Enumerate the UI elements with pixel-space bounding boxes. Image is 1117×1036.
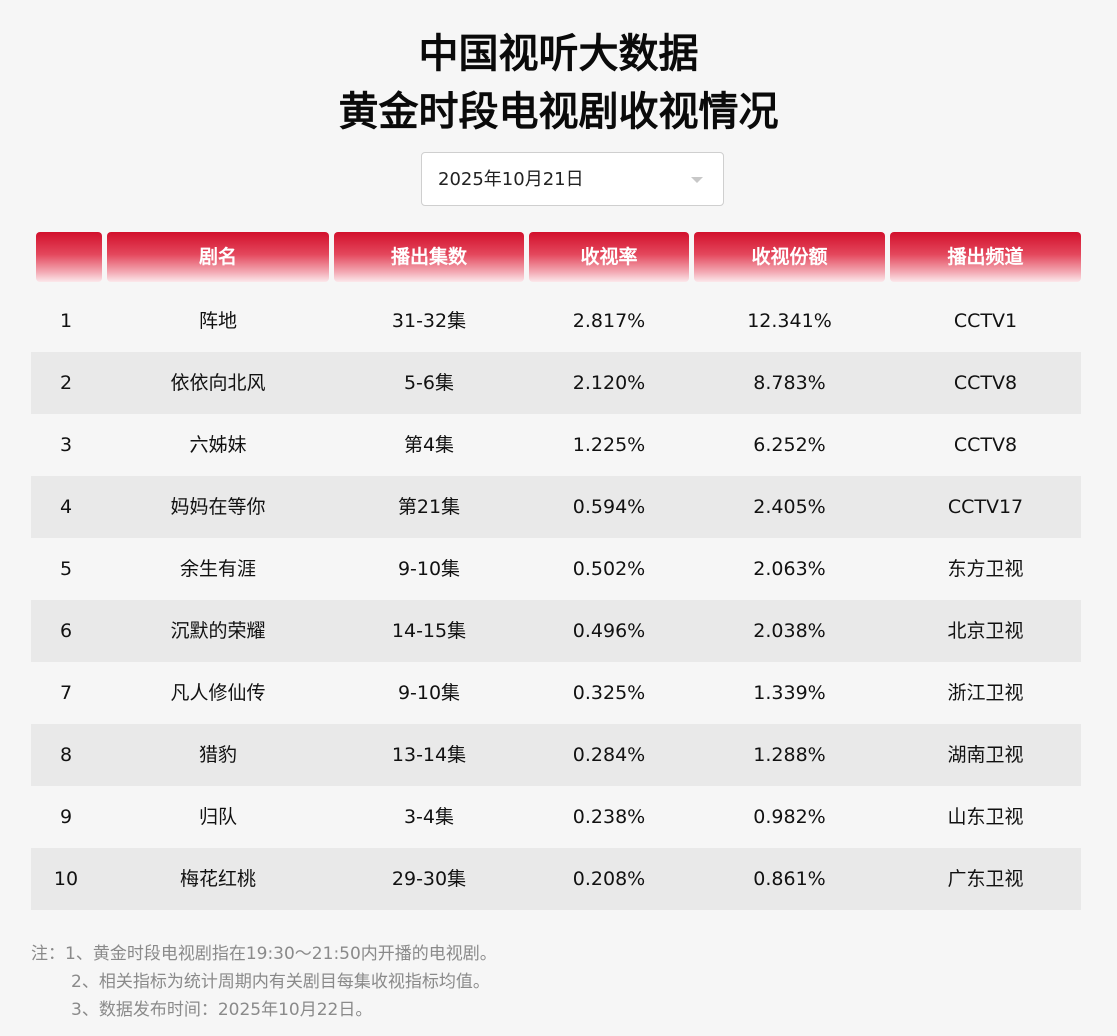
cell-episodes: 13-14集 xyxy=(391,744,467,766)
footnote-3: 3、数据发布时间：2025年10月22日。 xyxy=(71,1000,373,1020)
cell-share: 12.341% xyxy=(747,310,832,332)
table-row: 3 六姊妹 第4集 1.225% 6.252% CCTV8 xyxy=(31,414,1081,476)
table-row: 5 余生有涯 9-10集 0.502% 2.063% 东方卫视 xyxy=(31,538,1081,600)
cell-channel: 湖南卫视 xyxy=(947,744,1024,766)
cell-drama-name: 余生有涯 xyxy=(179,558,256,580)
cell-rank: 3 xyxy=(59,434,73,456)
table-header-row: 剧名 播出集数 收视率 收视份额 播出频道 xyxy=(31,232,1081,284)
table-row: 9 归队 3-4集 0.238% 0.982% 山东卫视 xyxy=(31,786,1081,848)
cell-share: 2.038% xyxy=(753,620,826,642)
table-row: 1 阵地 31-32集 2.817% 12.341% CCTV1 xyxy=(31,290,1081,352)
table-row: 2 依依向北风 5-6集 2.120% 8.783% CCTV8 xyxy=(31,352,1081,414)
cell-share: 0.982% xyxy=(753,806,826,828)
footnotes: 注：1、黄金时段电视剧指在19:30～21:50内开播的电视剧。 2、相关指标为… xyxy=(31,940,497,1024)
cell-rating: 0.284% xyxy=(572,744,646,766)
cell-rating: 0.325% xyxy=(572,682,646,704)
cell-episodes: 29-30集 xyxy=(391,868,467,890)
page-title: 中国视听大数据 xyxy=(418,31,699,77)
table-row: 4 妈妈在等你 第21集 0.594% 2.405% CCTV17 xyxy=(31,476,1081,538)
cell-episodes: 9-10集 xyxy=(397,682,461,704)
cell-drama-name: 妈妈在等你 xyxy=(170,496,266,518)
cell-channel: CCTV17 xyxy=(947,496,1024,518)
cell-channel: 浙江卫视 xyxy=(947,682,1024,704)
cell-rating: 0.238% xyxy=(572,806,646,828)
cell-drama-name: 猎豹 xyxy=(198,744,237,766)
cell-share: 2.063% xyxy=(753,558,826,580)
cell-episodes: 9-10集 xyxy=(397,558,461,580)
table-body: 1 阵地 31-32集 2.817% 12.341% CCTV1 2 依依向北风 5-6集 2.1… xyxy=(31,290,1081,910)
cell-share: 1.339% xyxy=(753,682,826,704)
cell-drama-name: 梅花红桃 xyxy=(179,868,256,890)
cell-episodes: 14-15集 xyxy=(391,620,467,642)
cell-drama-name: 沉默的荣耀 xyxy=(170,620,266,642)
cell-rank: 9 xyxy=(59,806,73,828)
page-subtitle: 黄金时段电视剧收视情况 xyxy=(338,89,779,135)
date-select[interactable]: 2025年10月21日 xyxy=(421,152,724,206)
cell-drama-name: 归队 xyxy=(198,806,237,828)
cell-channel: 东方卫视 xyxy=(947,558,1024,580)
cell-share: 2.405% xyxy=(753,496,826,518)
cell-channel: 北京卫视 xyxy=(947,620,1024,642)
date-select-value: 2025年10月21日 xyxy=(438,169,584,190)
cell-episodes: 3-4集 xyxy=(403,806,455,828)
cell-channel: 广东卫视 xyxy=(947,868,1024,890)
cell-drama-name: 凡人修仙传 xyxy=(170,682,266,704)
table-row: 7 凡人修仙传 9-10集 0.325% 1.339% 浙江卫视 xyxy=(31,662,1081,724)
ratings-table: 剧名 播出集数 收视率 收视份额 播出频道 1 阵地 31-32集 2.817% 12.… xyxy=(31,232,1081,910)
cell-rating: 0.594% xyxy=(572,496,646,518)
cell-episodes: 第21集 xyxy=(397,496,461,518)
cell-drama-name: 阵地 xyxy=(198,310,237,332)
cell-channel: CCTV8 xyxy=(953,434,1018,456)
cell-rank: 8 xyxy=(59,744,73,766)
table-row: 6 沉默的荣耀 14-15集 0.496% 2.038% 北京卫视 xyxy=(31,600,1081,662)
header-name: 剧名 xyxy=(107,232,329,282)
chevron-down-icon xyxy=(691,177,703,183)
cell-episodes: 31-32集 xyxy=(391,310,467,332)
cell-episodes: 第4集 xyxy=(403,434,455,456)
header-rating: 收视率 xyxy=(529,232,689,282)
header-episodes: 播出集数 xyxy=(334,232,524,282)
table-row: 8 猎豹 13-14集 0.284% 1.288% 湖南卫视 xyxy=(31,724,1081,786)
cell-channel: CCTV8 xyxy=(953,372,1018,394)
cell-rating: 0.502% xyxy=(572,558,646,580)
cell-drama-name: 依依向北风 xyxy=(170,372,266,394)
cell-rating: 0.496% xyxy=(572,620,646,642)
footnote-1: 注：1、黄金时段电视剧指在19:30～21:50内开播的电视剧。 xyxy=(31,944,497,964)
cell-rating: 2.120% xyxy=(572,372,646,394)
cell-episodes: 5-6集 xyxy=(403,372,455,394)
cell-rank: 6 xyxy=(59,620,73,642)
cell-rank: 4 xyxy=(59,496,73,518)
cell-rank: 7 xyxy=(59,682,73,704)
header-share: 收视份额 xyxy=(694,232,885,282)
cell-share: 0.861% xyxy=(753,868,826,890)
cell-rating: 0.208% xyxy=(572,868,646,890)
cell-rank: 2 xyxy=(59,372,73,394)
cell-channel: 山东卫视 xyxy=(947,806,1024,828)
table-row: 10 梅花红桃 29-30集 0.208% 0.861% 广东卫视 xyxy=(31,848,1081,910)
cell-channel: CCTV1 xyxy=(953,310,1018,332)
cell-share: 1.288% xyxy=(753,744,826,766)
header-rank xyxy=(36,232,102,282)
cell-rank: 5 xyxy=(59,558,73,580)
header-channel: 播出频道 xyxy=(890,232,1081,282)
cell-drama-name: 六姊妹 xyxy=(189,434,247,456)
cell-rating: 1.225% xyxy=(572,434,646,456)
cell-share: 8.783% xyxy=(753,372,826,394)
footnote-2: 2、相关指标为统计周期内有关剧目每集收视指标均值。 xyxy=(71,972,490,992)
cell-rank: 10 xyxy=(53,868,79,890)
cell-share: 6.252% xyxy=(753,434,826,456)
cell-rank: 1 xyxy=(59,310,73,332)
cell-rating: 2.817% xyxy=(572,310,646,332)
